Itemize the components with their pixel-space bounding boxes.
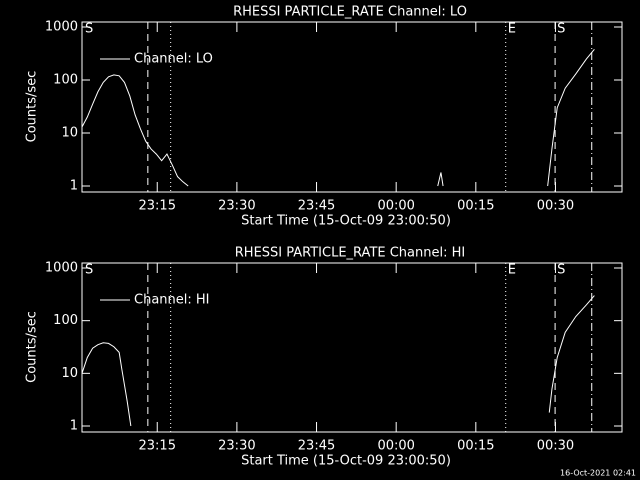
- marker-label: E: [508, 263, 516, 278]
- footer: 16-Oct-2021 02:41: [560, 469, 636, 478]
- x-tick-label: 00:00: [377, 439, 414, 454]
- y-tick-label: 100: [53, 313, 78, 328]
- legend-label: Channel: LO: [134, 52, 213, 67]
- x-tick-label: 00:30: [537, 199, 574, 214]
- y-tick-label: 100: [53, 73, 78, 88]
- corner-label: S: [85, 22, 93, 37]
- panel: RHESSI PARTICLE_RATE Channel: LO Start Ti…: [25, 5, 623, 229]
- y-tick-label: 1000: [45, 20, 78, 35]
- y-tick-label: 10: [61, 366, 78, 381]
- legend-label: Channel: HI: [134, 293, 210, 308]
- x-tick-label: 23:15: [139, 199, 176, 214]
- chart-title: RHESSI PARTICLE_RATE Channel: LO: [233, 5, 467, 20]
- marker-label: S: [557, 263, 565, 278]
- chart-title: RHESSI PARTICLE_RATE Channel: HI: [235, 246, 465, 261]
- data-line: [82, 48, 595, 187]
- x-tick-label: 23:30: [218, 199, 255, 214]
- x-tick-label: 00:15: [457, 199, 494, 214]
- data-line: [82, 295, 595, 427]
- x-tick-label: 23:15: [139, 439, 176, 454]
- x-tick-label: 00:00: [377, 199, 414, 214]
- x-axis-title: Start Time (15-Oct-09 23:00:50): [241, 454, 451, 469]
- x-axis-title: Start Time (15-Oct-09 23:00:50): [241, 214, 451, 229]
- corner-label: S: [85, 263, 93, 278]
- x-tick-label: 23:45: [298, 199, 335, 214]
- y-tick-label: 1: [70, 419, 78, 434]
- y-tick-label: 1: [70, 179, 78, 194]
- plot-frame: [81, 21, 623, 193]
- marker-label: S: [557, 22, 565, 37]
- x-tick-label: 23:45: [298, 439, 335, 454]
- panel: RHESSI PARTICLE_RATE Channel: HI Start Ti…: [25, 246, 623, 469]
- y-axis-title: Counts/sec: [25, 71, 40, 143]
- y-tick-label: 1000: [45, 261, 78, 276]
- y-tick-label: 10: [61, 126, 78, 141]
- x-tick-label: 00:30: [537, 439, 574, 454]
- x-tick-label: 00:15: [457, 439, 494, 454]
- x-tick-label: 23:30: [218, 439, 255, 454]
- y-axis-title: Counts/sec: [25, 311, 40, 383]
- marker-label: E: [508, 22, 516, 37]
- plot-frame: [81, 262, 623, 433]
